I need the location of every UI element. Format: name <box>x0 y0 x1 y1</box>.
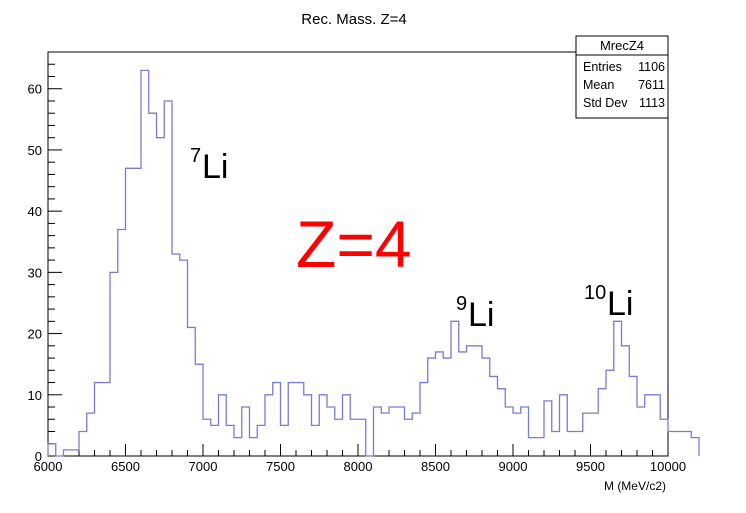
x-axis: 6000 6500 7000 7500 8000 8500 9000 9500 10000 <box>34 444 686 474</box>
annotation-li10-sup: 10 <box>584 282 606 304</box>
x-tick-label: 9500 <box>576 459 605 474</box>
stats-stddev-label: Std Dev <box>583 96 628 110</box>
stats-entries-value: 1106 <box>638 60 665 74</box>
annotation-li7: 7 Li <box>190 145 228 186</box>
annotation-z-label: Z=4 <box>296 207 412 281</box>
stats-box-title: MrecZ4 <box>600 38 644 53</box>
y-tick-label: 30 <box>28 265 42 280</box>
y-tick-label: 10 <box>28 388 42 403</box>
x-tick-label: 7500 <box>266 459 295 474</box>
chart-title: Rec. Mass. Z=4 <box>301 11 406 28</box>
x-tick-label: 6000 <box>34 459 63 474</box>
x-tick-label: 7000 <box>189 459 218 474</box>
stats-entries-label: Entries <box>583 60 622 74</box>
x-axis-title: M (MeV/c2) <box>604 479 666 493</box>
x-tick-label: 8500 <box>421 459 450 474</box>
x-tick-label: 6500 <box>111 459 140 474</box>
y-tick-label: 50 <box>28 143 42 158</box>
annotation-li9: 9 Li <box>456 293 494 334</box>
histogram-series <box>47 69 700 457</box>
annotation-li10-text: Li <box>607 285 633 323</box>
annotation-li7-text: Li <box>202 148 228 186</box>
y-tick-label: 20 <box>28 327 42 342</box>
x-tick-label: 8000 <box>344 459 373 474</box>
y-tick-label: 60 <box>28 82 42 97</box>
x-tick-label: 10000 <box>650 459 686 474</box>
stats-mean-value: 7611 <box>638 78 665 92</box>
y-tick-label: 0 <box>35 449 42 464</box>
x-tick-label: 9000 <box>499 459 528 474</box>
annotation-li9-sup: 9 <box>456 293 467 315</box>
stats-stddev-value: 1113 <box>639 96 665 110</box>
stats-mean-label: Mean <box>583 78 614 92</box>
annotation-li7-sup: 7 <box>190 145 201 167</box>
stats-box: MrecZ4 Entries 1106 Mean 7611 Std Dev 11… <box>575 35 669 119</box>
y-tick-label: 40 <box>28 204 42 219</box>
annotation-li9-text: Li <box>468 296 494 334</box>
annotation-li10: 10 Li <box>584 282 633 323</box>
z-label-text: Z=4 <box>296 207 412 281</box>
y-axis: 0 10 20 30 40 50 60 <box>28 51 62 464</box>
